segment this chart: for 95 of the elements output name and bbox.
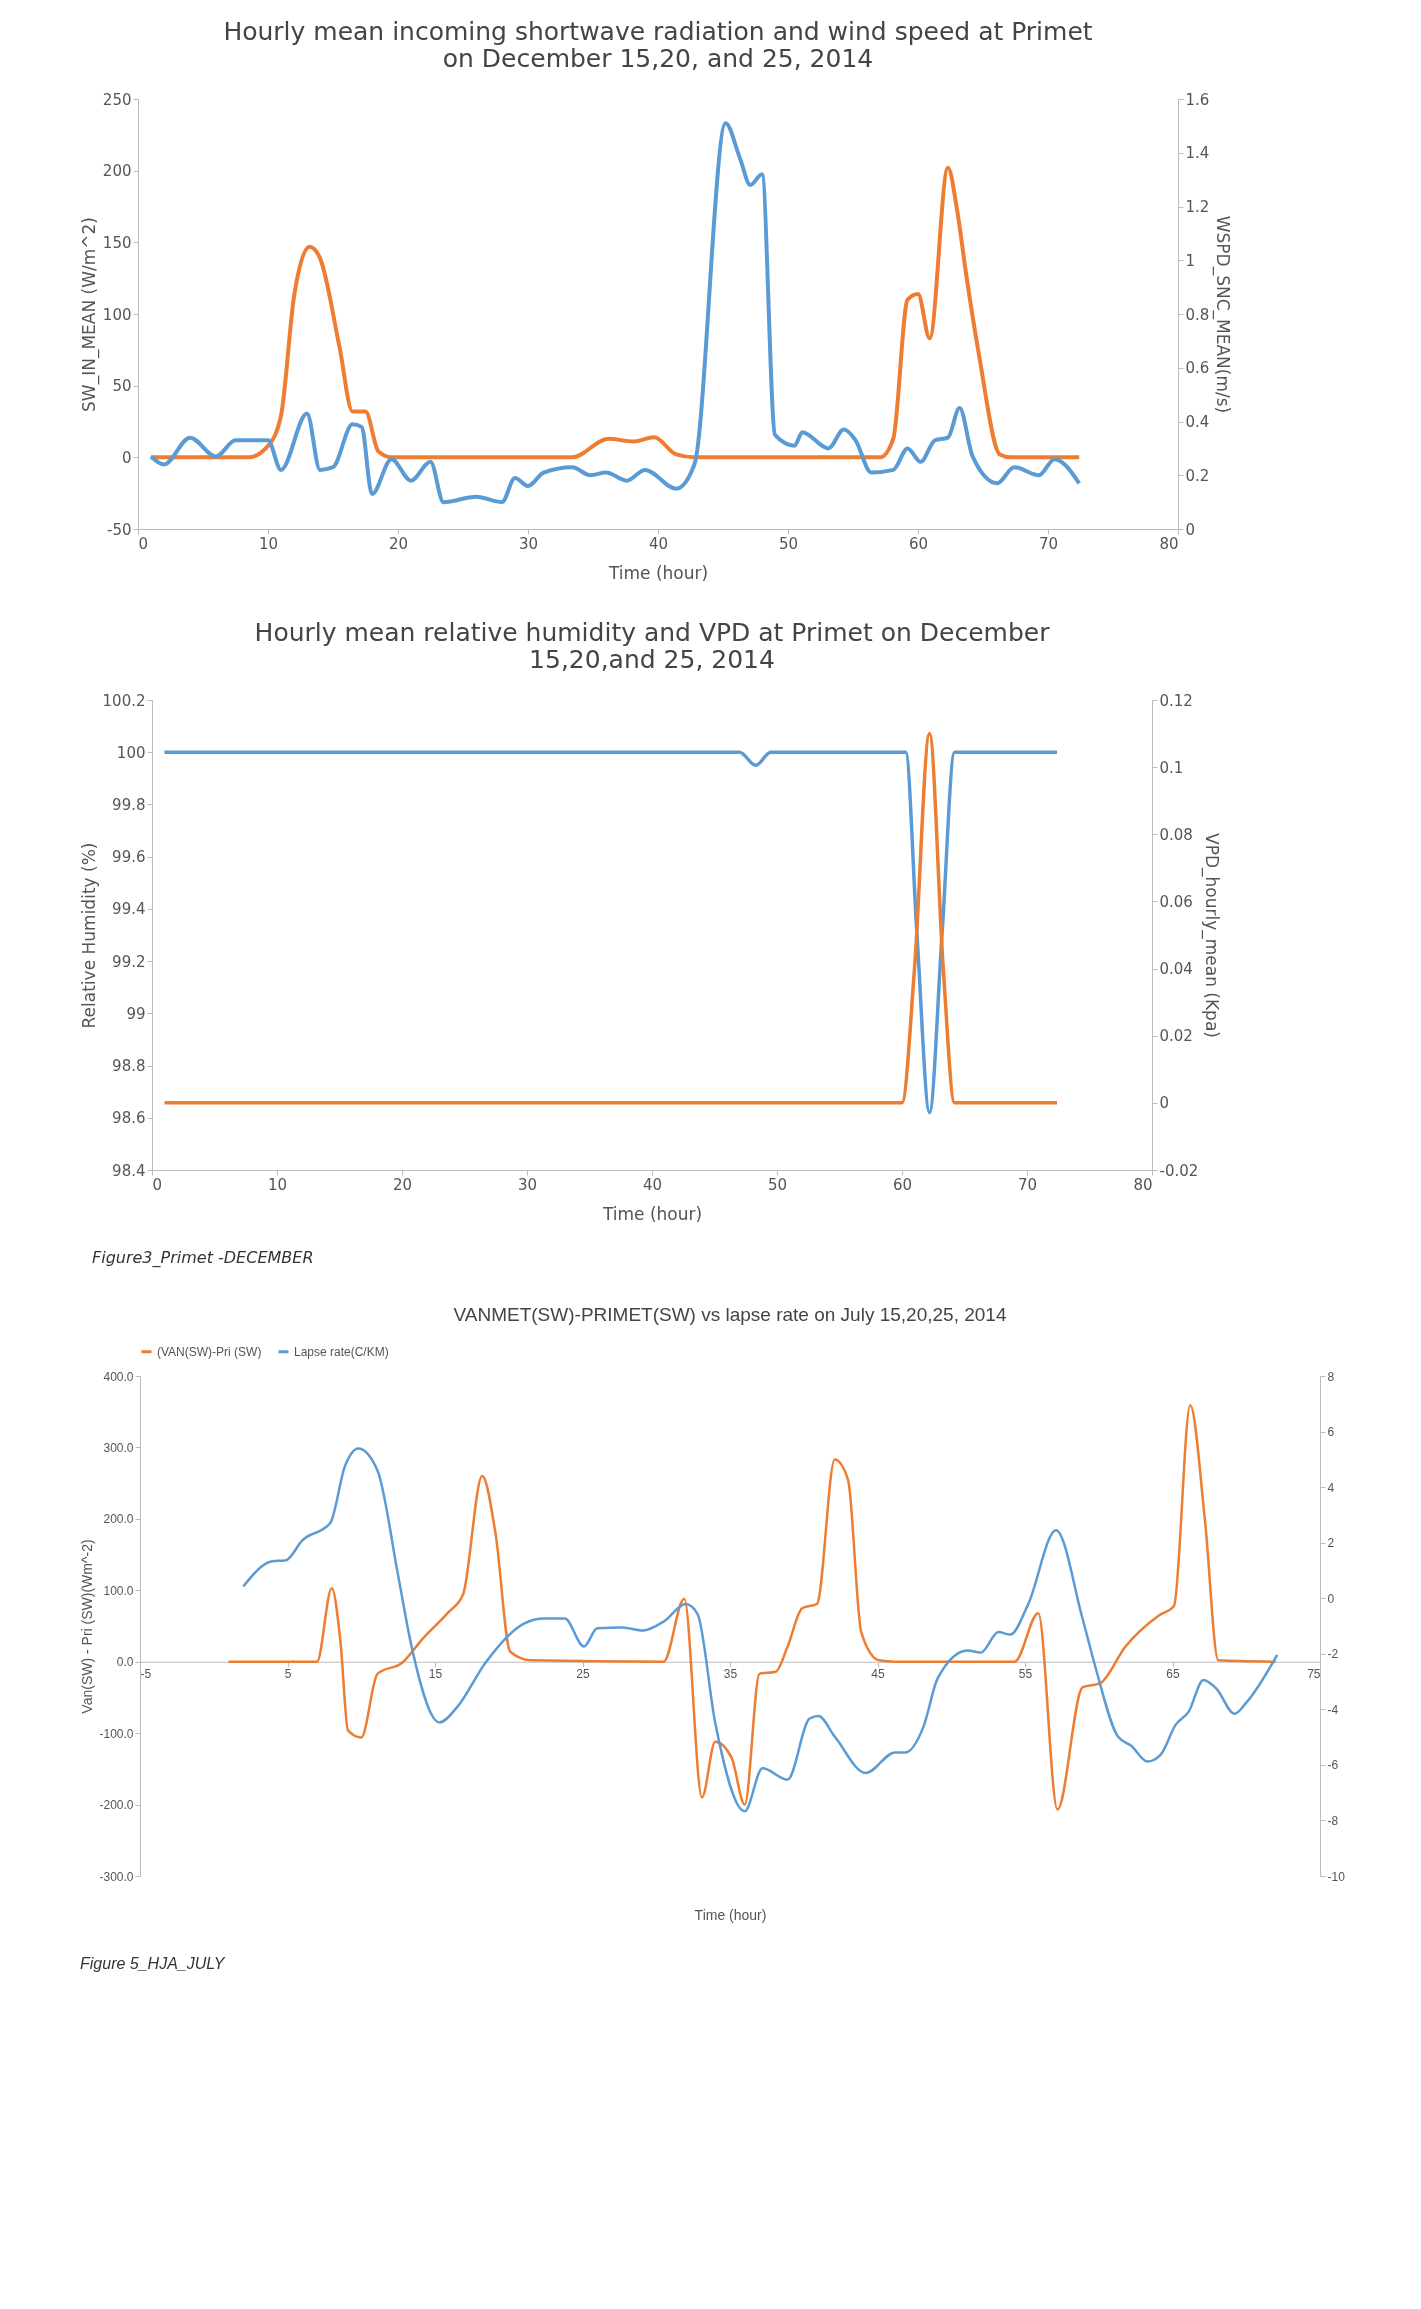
y2-tick-label: -2	[1327, 1647, 1339, 1662]
y-tick-label: 0	[121, 448, 132, 467]
y-tick-label: 150	[102, 233, 132, 252]
x-tick-label: 45	[871, 1667, 885, 1682]
y-tick-label: 99	[126, 1004, 146, 1023]
legend-label: Lapse rate(C/KM)	[294, 1344, 389, 1359]
y-tick-label: -100.0	[99, 1726, 134, 1741]
y-tick-label: 100	[116, 743, 146, 762]
line-series	[149, 121, 1082, 505]
chart-title: Hourly mean incoming shortwave radiation and wind speed at Primet on December 15,20, and 25, 2014	[223, 17, 1093, 73]
y-tick-label: 50	[112, 377, 132, 396]
y-axis-title: Van(SW) - Pri (SW)(Wm^-2)	[79, 1539, 96, 1714]
x-tick-label: 70	[1038, 534, 1059, 553]
x-tick-label: 80	[1133, 1175, 1153, 1194]
y2-tick-label: -6	[1327, 1758, 1339, 1773]
y-tick-label: 99.8	[112, 795, 146, 814]
x-tick-label: 75	[1307, 1667, 1321, 1682]
y2-tick-label: 0.12	[1159, 691, 1193, 710]
y-axis-title: Relative Humidity (%)	[78, 842, 99, 1029]
y2-tick-label: 0.8	[1185, 305, 1210, 324]
x-tick-label: 20	[388, 534, 409, 553]
y-tick-label: 200	[102, 162, 132, 181]
y-tick-label: 100.2	[102, 691, 146, 710]
x-tick-label: 65	[1166, 1667, 1180, 1682]
y-tick-label: -300.0	[99, 1869, 134, 1884]
y2-tick-label: 1.6	[1185, 90, 1210, 109]
y-tick-label: 250	[102, 90, 132, 109]
x-tick-label: 20	[392, 1175, 413, 1194]
y2-tick-label: 0	[1185, 520, 1196, 539]
x-tick-label: 60	[908, 534, 929, 553]
x-tick-label: 25	[576, 1667, 590, 1682]
y2-tick-label: 0.2	[1185, 466, 1210, 485]
y-tick-label: 99.4	[112, 900, 146, 919]
y2-axis-title: VPD_hourly_mean (Kpa)	[1201, 833, 1223, 1038]
y2-tick-label: 1	[1185, 251, 1196, 270]
y2-tick-label: 0.02	[1159, 1027, 1193, 1046]
y2-tick-label: 0.4	[1185, 413, 1210, 431]
caption: Figure3_Primet -DECEMBER	[92, 1248, 314, 1268]
y2-tick-label: 4	[1327, 1480, 1335, 1495]
chart-title: VANMET(SW)-PRIMET(SW) vs lapse rate on July 15,20,25, 2014	[453, 1304, 1007, 1325]
x-axis-title: Time (hour)	[694, 1906, 767, 1923]
y2-tick-label: 0.04	[1159, 960, 1193, 979]
y2-tick-label: 1.2	[1185, 198, 1210, 216]
line-series	[149, 165, 1082, 460]
x-tick-label: 30	[517, 1175, 538, 1194]
y2-tick-label: 6	[1327, 1425, 1335, 1440]
x-tick-label: 0	[152, 1175, 163, 1194]
y-tick-label: 200.0	[103, 1512, 134, 1527]
x-tick-label: 60	[892, 1175, 913, 1194]
y-axis-title: SW_IN_MEAN (W/m^2)	[78, 217, 100, 412]
y2-axis-title: WSPD_SNC_MEAN(m/s)	[1212, 215, 1234, 414]
y-tick-label: 99.2	[112, 952, 146, 971]
y-tick-label: 98.8	[112, 1057, 146, 1076]
x-tick-label: 55	[1018, 1667, 1033, 1682]
y2-tick-label: 0.1	[1159, 758, 1184, 777]
x-tick-label: 70	[1017, 1175, 1038, 1194]
y-tick-label: -200.0	[99, 1798, 134, 1813]
y-tick-label: 100	[102, 305, 132, 324]
y-tick-label: 400.0	[103, 1369, 134, 1384]
x-tick-label: 10	[258, 534, 279, 553]
y-tick-label: 99.6	[112, 848, 146, 867]
y2-tick-label: 2	[1327, 1536, 1335, 1551]
y2-tick-label: -4	[1327, 1702, 1339, 1717]
x-tick-label: 30	[518, 534, 539, 553]
x-tick-label: 50	[767, 1175, 788, 1194]
y2-tick-label: -10	[1327, 1869, 1346, 1884]
x-tick-label: 5	[284, 1667, 292, 1682]
y-tick-label: 100.0	[103, 1583, 134, 1598]
y2-tick-label: 0.6	[1185, 359, 1210, 378]
x-tick-label: 80	[1159, 534, 1179, 553]
y2-tick-label: 1.4	[1185, 144, 1210, 163]
x-tick-label: 10	[267, 1175, 288, 1194]
y2-tick-label: 8	[1327, 1369, 1335, 1384]
caption: Figure 5_HJA_JULY	[80, 1955, 226, 1972]
y2-tick-label: -0.02	[1159, 1161, 1199, 1180]
y-tick-label: 300.0	[103, 1440, 134, 1455]
x-tick-label: -5	[140, 1667, 152, 1682]
y2-tick-label: 0	[1327, 1591, 1335, 1606]
y2-tick-label: 0	[1159, 1094, 1170, 1113]
x-axis-title: Time (hour)	[601, 1203, 703, 1224]
x-tick-label: 40	[648, 534, 669, 553]
y-tick-label: 0.0	[116, 1655, 134, 1670]
legend-label: (VAN(SW)-Pri (SW)	[157, 1344, 262, 1359]
x-tick-label: 50	[778, 534, 799, 553]
x-axis-title: Time (hour)	[607, 562, 709, 583]
x-tick-label: 15	[428, 1667, 443, 1682]
y-tick-label: -50	[107, 520, 132, 539]
y2-tick-label: -8	[1327, 1813, 1339, 1828]
y2-tick-label: 0.06	[1159, 892, 1193, 911]
y2-tick-label: 0.08	[1159, 825, 1193, 844]
chart-title: Hourly mean relative humidity and VPD at Primet on December 15,20,and 25, 2014	[254, 618, 1051, 674]
y-tick-label: 98.6	[112, 1109, 146, 1128]
y-tick-label: 98.4	[112, 1161, 146, 1180]
x-tick-label: 35	[723, 1667, 738, 1682]
x-tick-label: 40	[642, 1175, 663, 1194]
